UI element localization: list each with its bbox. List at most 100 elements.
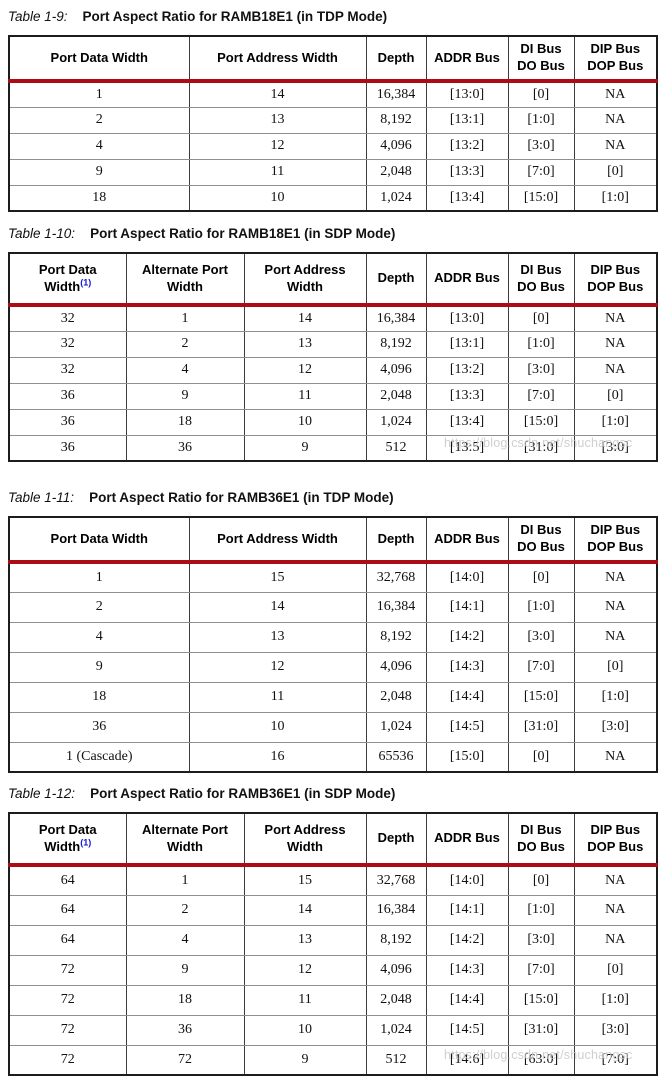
- table-row: 4 13 8,192 [14:2] [3:0] NA: [8, 621, 658, 653]
- table-cell: 10: [188, 711, 367, 743]
- table-cell: 8,192: [365, 924, 427, 956]
- table-cell: 36: [8, 434, 127, 462]
- table-cell: 64: [8, 924, 127, 956]
- table-cell: NA: [573, 106, 658, 134]
- table-cell: [31:0]: [507, 434, 575, 462]
- table-title: Port Aspect Ratio for RAMB18E1 (in SDP M…: [90, 226, 396, 241]
- table-cell: 9: [125, 954, 245, 986]
- table-cell: 1,024: [365, 1014, 427, 1046]
- table-cell: 1,024: [365, 184, 427, 212]
- table-row: 9 11 2,048 [13:3] [7:0] [0]: [8, 158, 658, 186]
- table-cell: [0]: [573, 382, 658, 410]
- table-cell: [3:0]: [507, 356, 575, 384]
- table-cell: [14:3]: [425, 954, 509, 986]
- table-cell: 13: [188, 106, 367, 134]
- table-cell: 18: [125, 408, 245, 436]
- table-cell: 36: [8, 408, 127, 436]
- table-cell: 36: [125, 1014, 245, 1046]
- table-cell: 9: [243, 1044, 367, 1076]
- table-cell: [3:0]: [507, 132, 575, 160]
- table-cell: 72: [8, 984, 127, 1016]
- column-header: Port Address Width: [188, 35, 367, 83]
- table-cell: 72: [125, 1044, 245, 1076]
- table-cell: [7:0]: [573, 1044, 658, 1076]
- table-cell: [31:0]: [507, 1014, 575, 1046]
- table-caption: Table 1-10: Port Aspect Ratio for RAMB18E…: [8, 224, 658, 244]
- table-cell: [1:0]: [507, 591, 575, 623]
- table-cell: 18: [8, 681, 190, 713]
- column-header: DI Bus DO Bus: [507, 812, 575, 867]
- table-row: 18 11 2,048 [14:4] [15:0] [1:0]: [8, 681, 658, 713]
- table-cell: [1:0]: [573, 184, 658, 212]
- table-cell: 14: [188, 591, 367, 623]
- table-cell: 10: [243, 408, 367, 436]
- table-cell: [1:0]: [507, 894, 575, 926]
- table-cell: [1:0]: [573, 408, 658, 436]
- table-cell: [13:4]: [425, 408, 509, 436]
- table-caption: Table 1-11: Port Aspect Ratio for RAMB36E…: [8, 488, 658, 508]
- table-cell: [13:2]: [425, 356, 509, 384]
- table-title: Port Aspect Ratio for RAMB36E1 (in TDP M…: [89, 490, 394, 505]
- table-caption: Table 1-9: Port Aspect Ratio for RAMB18E1…: [8, 7, 658, 27]
- table-cell: 14: [243, 894, 367, 926]
- table-cell: 2: [125, 894, 245, 926]
- column-header: DIP Bus DOP Bus: [573, 252, 658, 307]
- table-cell: 16,384: [365, 591, 427, 623]
- table-cell: 16,384: [365, 80, 427, 108]
- table-row: 72 72 9 512 [14:6] [63:0] [7:0]: [8, 1044, 658, 1076]
- table-cell: 2: [8, 591, 190, 623]
- table-row: 1 14 16,384 [13:0] [0] NA: [8, 80, 658, 108]
- table-cell: NA: [573, 924, 658, 956]
- table-cell: 2: [125, 330, 245, 358]
- table-cell: 8,192: [365, 621, 427, 653]
- table-cell: 512: [365, 434, 427, 462]
- table-cell: 16,384: [365, 304, 427, 332]
- table-cell: NA: [573, 591, 658, 623]
- table-cell: [1:0]: [573, 984, 658, 1016]
- table-cell: [14:6]: [425, 1044, 509, 1076]
- table-cell: 13: [243, 924, 367, 956]
- table-row: 36 18 10 1,024 [13:4] [15:0] [1:0]: [8, 408, 658, 436]
- table-cell: 512: [365, 1044, 427, 1076]
- table-cell: [13:3]: [425, 158, 509, 186]
- table-cell: 1: [125, 304, 245, 332]
- table-cell: [13:0]: [425, 80, 509, 108]
- table-cell: 4: [125, 356, 245, 384]
- column-header: ADDR Bus: [425, 516, 509, 564]
- table-cell: [14:5]: [425, 711, 509, 743]
- footnote-ref: (1): [80, 837, 92, 848]
- table-cell: 10: [243, 1014, 367, 1046]
- table-cell: [14:1]: [425, 894, 509, 926]
- column-header: Depth: [365, 35, 427, 83]
- port-aspect-ratio-table-ramb36e1-tdp: Port Data Width Port Address Width Depth AD…: [8, 516, 658, 773]
- port-aspect-ratio-table-ramb18e1-sdp: Port Data Width(1) Alternate Port Width Port…: [8, 252, 658, 462]
- table-cell: 32: [8, 356, 127, 384]
- table-row: 32 4 12 4,096 [13:2] [3:0] NA: [8, 356, 658, 384]
- table-cell: [0]: [573, 158, 658, 186]
- column-header: Port Data Width: [8, 35, 190, 83]
- table-cell: NA: [573, 621, 658, 653]
- table-block-1-11: Table 1-11: Port Aspect Ratio for RAMB36E…: [8, 488, 658, 773]
- table-row: 72 36 10 1,024 [14:5] [31:0] [3:0]: [8, 1014, 658, 1046]
- table-cell: 18: [8, 184, 190, 212]
- column-header: Port Data Width: [8, 516, 190, 564]
- table-cell: 12: [243, 356, 367, 384]
- column-header: Port Data Width(1): [8, 812, 127, 867]
- table-cell: [3:0]: [507, 924, 575, 956]
- table-cell: 16,384: [365, 894, 427, 926]
- table-cell: 64: [8, 864, 127, 896]
- table-cell: 9: [8, 158, 190, 186]
- table-cell: [13:3]: [425, 382, 509, 410]
- table-label: Table 1-12:: [8, 786, 76, 801]
- table-block-1-9: Table 1-9: Port Aspect Ratio for RAMB18E1…: [8, 7, 658, 212]
- column-header: ADDR Bus: [425, 35, 509, 83]
- table-cell: 10: [188, 184, 367, 212]
- table-label: Table 1-9:: [8, 9, 68, 24]
- column-header: DIP Bus DOP Bus: [573, 516, 658, 564]
- column-header: DI Bus DO Bus: [507, 516, 575, 564]
- column-header: Port Address Width: [243, 252, 367, 307]
- column-header: Depth: [365, 812, 427, 867]
- table-cell: [15:0]: [507, 681, 575, 713]
- table-cell: 36: [8, 382, 127, 410]
